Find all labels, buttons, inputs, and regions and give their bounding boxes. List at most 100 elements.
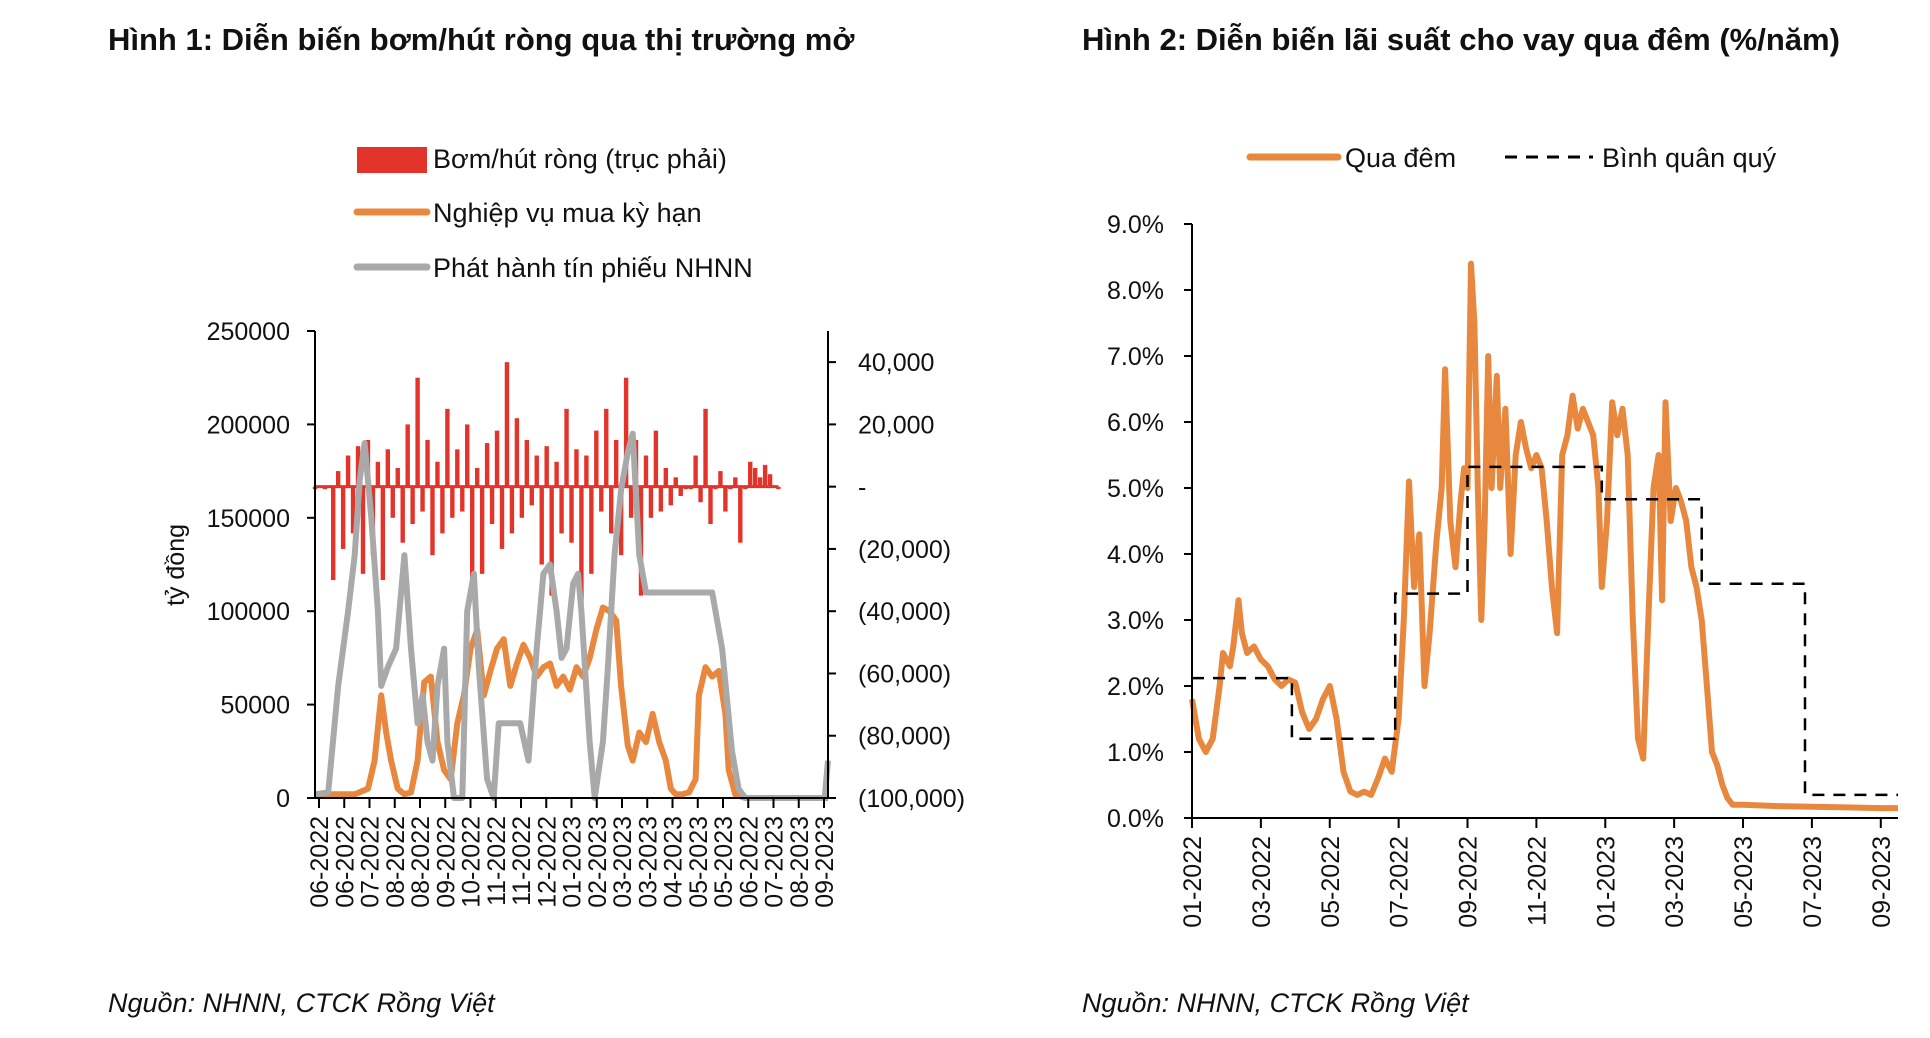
net-injection-bar	[514, 418, 520, 487]
net-injection-bar	[489, 486, 495, 525]
x-tick-label: 08-2022	[382, 816, 410, 908]
legend-label-repo: Nghiệp vụ mua kỳ hạn	[433, 198, 702, 228]
figure-1-source: Nguồn: NHNN, CTCK Rồng Việt	[108, 988, 495, 1018]
x-tick-label: 07-2023	[1799, 836, 1827, 928]
right-tick-label: -	[858, 474, 866, 502]
net-injection-bar	[450, 486, 455, 518]
x-tick-label: 11-2022	[508, 816, 536, 906]
x-tick-label: 10-2022	[458, 816, 486, 908]
quarterly-average-line	[1192, 465, 1898, 797]
net-injection-bar	[484, 443, 490, 487]
y-axis-ticks: 9.0% 8.0% 7.0% 6.0% 5.0% 4.0% 3.0% 2.0% 1.0% 0.0%	[1107, 211, 1192, 833]
x-tick-label: 03-2022	[1248, 836, 1276, 928]
y-tick-label: 1.0%	[1107, 739, 1164, 767]
x-tick-label: 07-2022	[1386, 836, 1414, 928]
net-injection-bar	[534, 455, 539, 487]
x-tick-label: 07-2023	[761, 816, 789, 908]
overnight-rate-line	[1189, 260, 1898, 812]
x-tick-label: 04-2023	[660, 816, 688, 908]
net-injection-bar	[539, 486, 544, 565]
net-injection-bar	[673, 477, 678, 487]
net-injection-bar	[564, 408, 569, 487]
left-tick-label: 0	[276, 785, 290, 813]
legend-label-net-injection: Bơm/hút ròng (trục phải)	[433, 144, 727, 174]
x-tick-label: 09-2022	[1455, 836, 1483, 928]
net-injection-bar	[470, 486, 475, 581]
net-injection-bar	[757, 477, 763, 487]
legend-swatch-net-injection	[357, 147, 427, 173]
net-injection-bar	[425, 439, 430, 487]
y-tick-label: 5.0%	[1107, 475, 1164, 503]
x-tick-label: 05-2023	[710, 816, 738, 908]
x-tick-label: 03-2023	[634, 816, 662, 908]
right-tick-label: (100,000)	[858, 785, 965, 813]
right-tick-label: (60,000)	[858, 660, 951, 688]
y-tick-label: 7.0%	[1107, 343, 1164, 371]
x-tick-label: 07-2022	[357, 816, 385, 908]
right-tick-label: 20,000	[858, 411, 934, 439]
x-tick-label: 05-2023	[1730, 836, 1758, 928]
net-injection-bar	[331, 486, 336, 581]
net-injection-bar	[767, 474, 773, 487]
y-tick-label: 4.0%	[1107, 541, 1164, 569]
net-injection-bar	[668, 486, 673, 506]
x-tick-label: 05-2022	[1317, 836, 1345, 928]
net-injection-bar	[748, 461, 753, 487]
net-injection-bar	[549, 486, 554, 596]
net-injection-bar	[708, 486, 713, 525]
net-injection-bar	[415, 377, 420, 487]
left-tick-label: 150000	[207, 505, 290, 533]
net-injection-bar	[375, 461, 381, 487]
net-injection-bar	[559, 486, 564, 534]
net-injection-bar	[569, 486, 574, 543]
y-tick-label: 0.0%	[1107, 805, 1164, 833]
x-tick-label: 08-2023	[786, 816, 814, 908]
net-injection-bar	[579, 486, 584, 612]
net-injection-bar	[519, 486, 525, 518]
y-tick-label: 8.0%	[1107, 277, 1164, 305]
repo-series-line	[315, 604, 828, 801]
net-injection-bar	[494, 430, 500, 487]
y-tick-label: 9.0%	[1107, 211, 1164, 239]
net-injection-bar	[529, 486, 534, 506]
left-tick-label: 200000	[207, 411, 290, 439]
net-injection-bar	[618, 486, 624, 556]
x-axis-ticks: 01-2022 03-2022 05-2022 07-2022 09-2022 11-20…	[1179, 818, 1896, 928]
x-tick-label: 03-2023	[609, 816, 637, 908]
chart-1: Bơm/hút ròng (trục phải) Nghiệp vụ mua k…	[162, 144, 965, 908]
net-injection-bar	[589, 486, 594, 574]
x-tick-label: 11-2022	[1523, 836, 1551, 926]
net-injection-bar	[653, 430, 659, 487]
net-injection-bars	[312, 362, 781, 612]
net-injection-bar	[623, 377, 629, 487]
chart-2: Qua đêm Bình quân quý 9.0% 8.0% 7.0% 6.0% 5.…	[1107, 143, 1898, 928]
net-injection-bar	[693, 455, 698, 487]
net-injection-bar	[723, 486, 728, 512]
figure-1-title: Hình 1: Diễn biến bơm/hút ròng qua thị t…	[108, 22, 855, 57]
net-injection-bar	[385, 449, 391, 487]
net-injection-bar	[648, 486, 654, 518]
net-injection-bar	[609, 486, 614, 534]
net-injection-bar	[335, 471, 341, 487]
net-injection-bar	[360, 486, 366, 574]
net-injection-bar	[430, 486, 435, 556]
net-injection-bar	[465, 424, 470, 487]
y-tick-label: 2.0%	[1107, 673, 1164, 701]
net-injection-bar	[479, 486, 485, 574]
net-injection-bar	[718, 471, 723, 487]
x-tick-label: 01-2022	[1179, 836, 1207, 928]
y-axis-label: tỷ đồng	[162, 524, 190, 606]
net-injection-bar	[524, 439, 530, 487]
net-injection-bar	[613, 439, 619, 487]
net-injection-bar	[698, 486, 703, 503]
figure-2-title: Hình 2: Diễn biến lãi suất cho vay qua đ…	[1082, 22, 1840, 57]
x-tick-label: 09-2023	[1868, 836, 1896, 928]
net-injection-bar	[554, 461, 559, 487]
net-injection-bar	[643, 455, 649, 487]
x-tick-label: 06-2022	[306, 816, 334, 908]
net-injection-bar	[340, 486, 346, 549]
x-tick-label: 11-2022	[483, 816, 511, 906]
x-tick-label: 03-2023	[1661, 836, 1689, 928]
right-tick-label: (20,000)	[858, 536, 951, 564]
t-bill-series-line	[314, 430, 831, 801]
